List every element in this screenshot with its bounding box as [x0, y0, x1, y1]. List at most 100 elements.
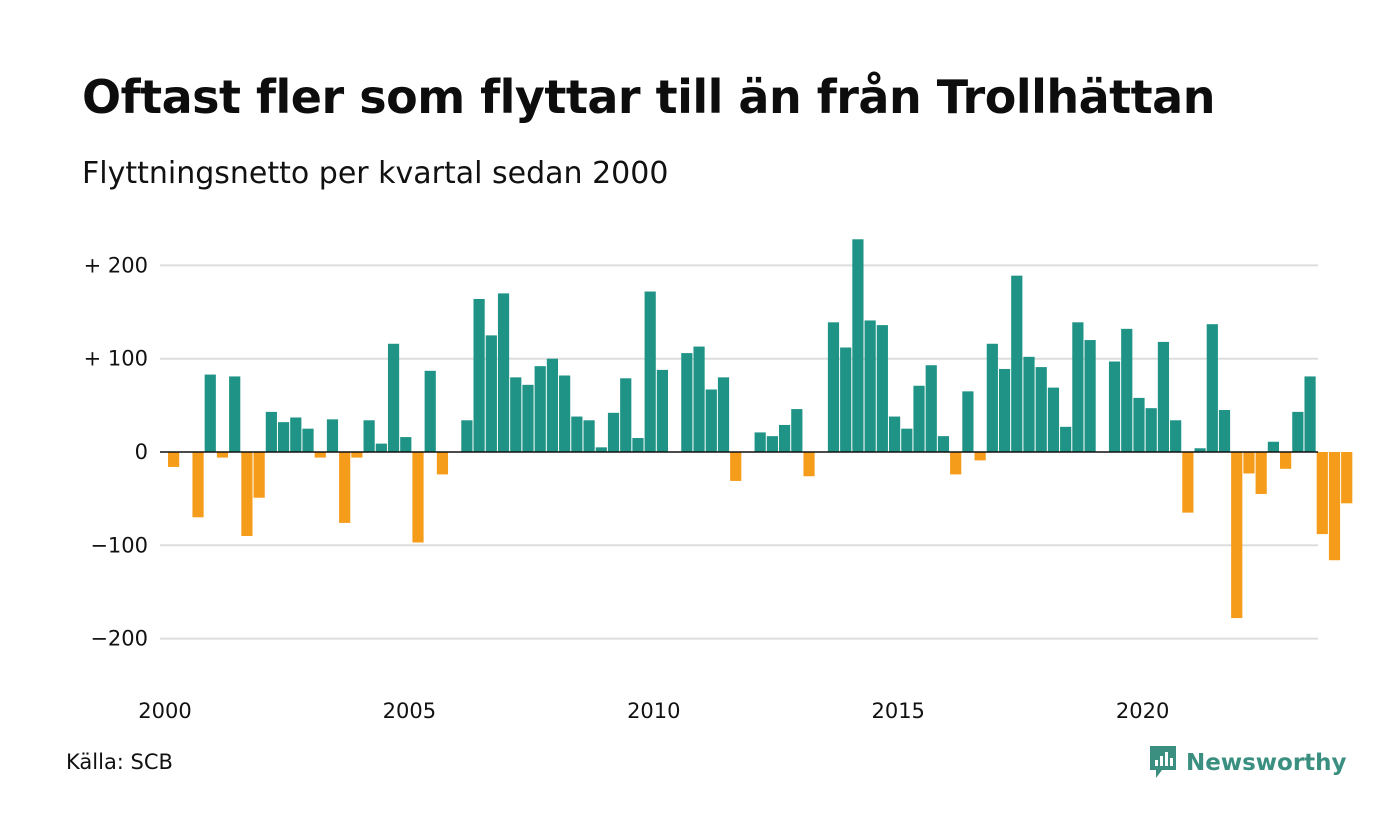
bar-2001-k4 [253, 452, 265, 498]
bar-2017-k3 [1023, 356, 1035, 452]
bar-chart: + 200 + 100 0 −100 −200 2000 2005 2010 2015 2020 [84, 239, 1353, 723]
bar-2000-k4 [204, 374, 216, 452]
bar-2022-k2 [1255, 452, 1267, 494]
bar-2006-k3 [485, 335, 497, 452]
bar-2000-k3 [192, 452, 204, 518]
bar-2003-k4 [351, 452, 363, 458]
bar-2003-k1 [314, 452, 326, 458]
bar-2002-k4 [302, 428, 314, 452]
bar-2006-k4 [497, 293, 510, 452]
bar-2014-k2 [864, 320, 876, 452]
bar-2015-k4 [937, 436, 950, 452]
x-axis-ticks: 2000 2005 2010 2015 2020 [138, 699, 1169, 723]
bar-2001-k1 [216, 452, 229, 458]
y-tick-label: 0 [135, 440, 148, 464]
bar-2008-k2 [571, 416, 583, 452]
chart-title: Oftast fler som flyttar till än från Tro… [82, 70, 1215, 124]
source-note: Källa: SCB [66, 750, 173, 774]
bar-2012-k2 [766, 436, 778, 452]
bar-2001-k2 [229, 376, 241, 452]
bar-2023-k2 [1304, 376, 1316, 452]
bar-2009-k2 [620, 378, 632, 452]
bar-2007-k1 [510, 377, 522, 452]
bar-2004-k2 [375, 443, 387, 452]
brand-logo[interactable]: Newsworthy [1148, 743, 1347, 783]
bar-2023-k1 [1292, 411, 1304, 452]
bar-2019-k3 [1121, 328, 1133, 452]
bar-2002-k2 [277, 422, 290, 452]
bar-2015-k3 [925, 365, 937, 452]
bar-2011-k3 [730, 452, 742, 481]
y-axis-ticks: + 200 + 100 0 −100 −200 [84, 253, 148, 650]
bar-2002-k1 [265, 411, 277, 452]
bar-2006-k2 [473, 298, 485, 452]
bar-2024-k1 [1341, 452, 1353, 504]
bar-2018-k1 [1047, 387, 1060, 452]
y-tick-label: + 100 [84, 347, 148, 371]
bar-2012-k1 [754, 432, 766, 452]
bar-2002-k3 [290, 417, 302, 452]
bar-2009-k3 [632, 438, 644, 452]
y-tick-label: −100 [90, 533, 148, 557]
bar-2017-k1 [998, 368, 1011, 452]
bar-2003-k3 [339, 452, 351, 523]
bar-2021-k1 [1194, 448, 1206, 452]
bar-2008-k4 [595, 447, 607, 452]
newsworthy-logo-icon [1150, 746, 1176, 778]
bar-2009-k1 [607, 412, 620, 452]
bar-2006-k1 [461, 420, 473, 452]
bar-2003-k2 [326, 419, 339, 452]
bars [168, 239, 1353, 619]
x-tick-label: 2000 [138, 699, 191, 723]
y-tick-label: + 200 [84, 253, 148, 277]
bar-2007-k2 [522, 384, 534, 452]
bar-2020-k4 [1182, 452, 1194, 513]
bar-2016-k3 [974, 452, 986, 461]
y-tick-label: −200 [90, 627, 148, 651]
bar-2011-k2 [717, 377, 730, 452]
bar-2008-k3 [583, 420, 595, 452]
bar-2022-k3 [1267, 441, 1279, 452]
bar-2015-k1 [901, 428, 913, 452]
bar-2021-k4 [1231, 452, 1243, 619]
bar-2020-k2 [1157, 341, 1170, 452]
x-tick-label: 2010 [627, 699, 680, 723]
bar-2018-k3 [1072, 322, 1084, 452]
bar-2007-k3 [534, 366, 546, 452]
bar-2013-k3 [827, 322, 840, 452]
bar-2005-k2 [424, 370, 436, 452]
bar-2014-k4 [888, 416, 901, 452]
bar-2010-k4 [693, 346, 705, 452]
bar-2012-k4 [791, 409, 803, 452]
bar-2020-k1 [1145, 408, 1157, 452]
bar-2020-k3 [1170, 420, 1182, 452]
bar-2021-k2 [1206, 324, 1218, 452]
bar-2014-k3 [876, 325, 888, 452]
bar-2017-k2 [1011, 275, 1023, 452]
bar-2013-k1 [803, 452, 815, 477]
bar-2022-k4 [1280, 452, 1292, 469]
bar-2022-k1 [1243, 452, 1255, 474]
bar-2016-k4 [986, 343, 998, 452]
bar-2004-k4 [400, 437, 412, 452]
bar-2000-k1 [168, 452, 180, 467]
bar-2019-k2 [1108, 361, 1121, 452]
x-tick-label: 2020 [1116, 699, 1169, 723]
bar-2001-k3 [241, 452, 253, 536]
bar-2009-k4 [644, 291, 656, 452]
bar-2017-k4 [1035, 367, 1047, 452]
x-tick-label: 2005 [383, 699, 436, 723]
bar-2016-k2 [962, 391, 974, 452]
bar-2007-k4 [546, 358, 559, 452]
bar-2012-k3 [779, 424, 791, 452]
bar-2008-k1 [559, 375, 571, 452]
bar-2011-k1 [705, 389, 717, 452]
bar-2023-k4 [1328, 452, 1341, 561]
bar-2015-k2 [913, 385, 925, 452]
bar-2021-k3 [1218, 410, 1231, 452]
bar-2018-k4 [1084, 340, 1096, 452]
x-tick-label: 2015 [871, 699, 924, 723]
bar-2005-k1 [412, 452, 424, 543]
bar-2018-k2 [1060, 426, 1072, 452]
bar-2019-k4 [1133, 397, 1145, 452]
